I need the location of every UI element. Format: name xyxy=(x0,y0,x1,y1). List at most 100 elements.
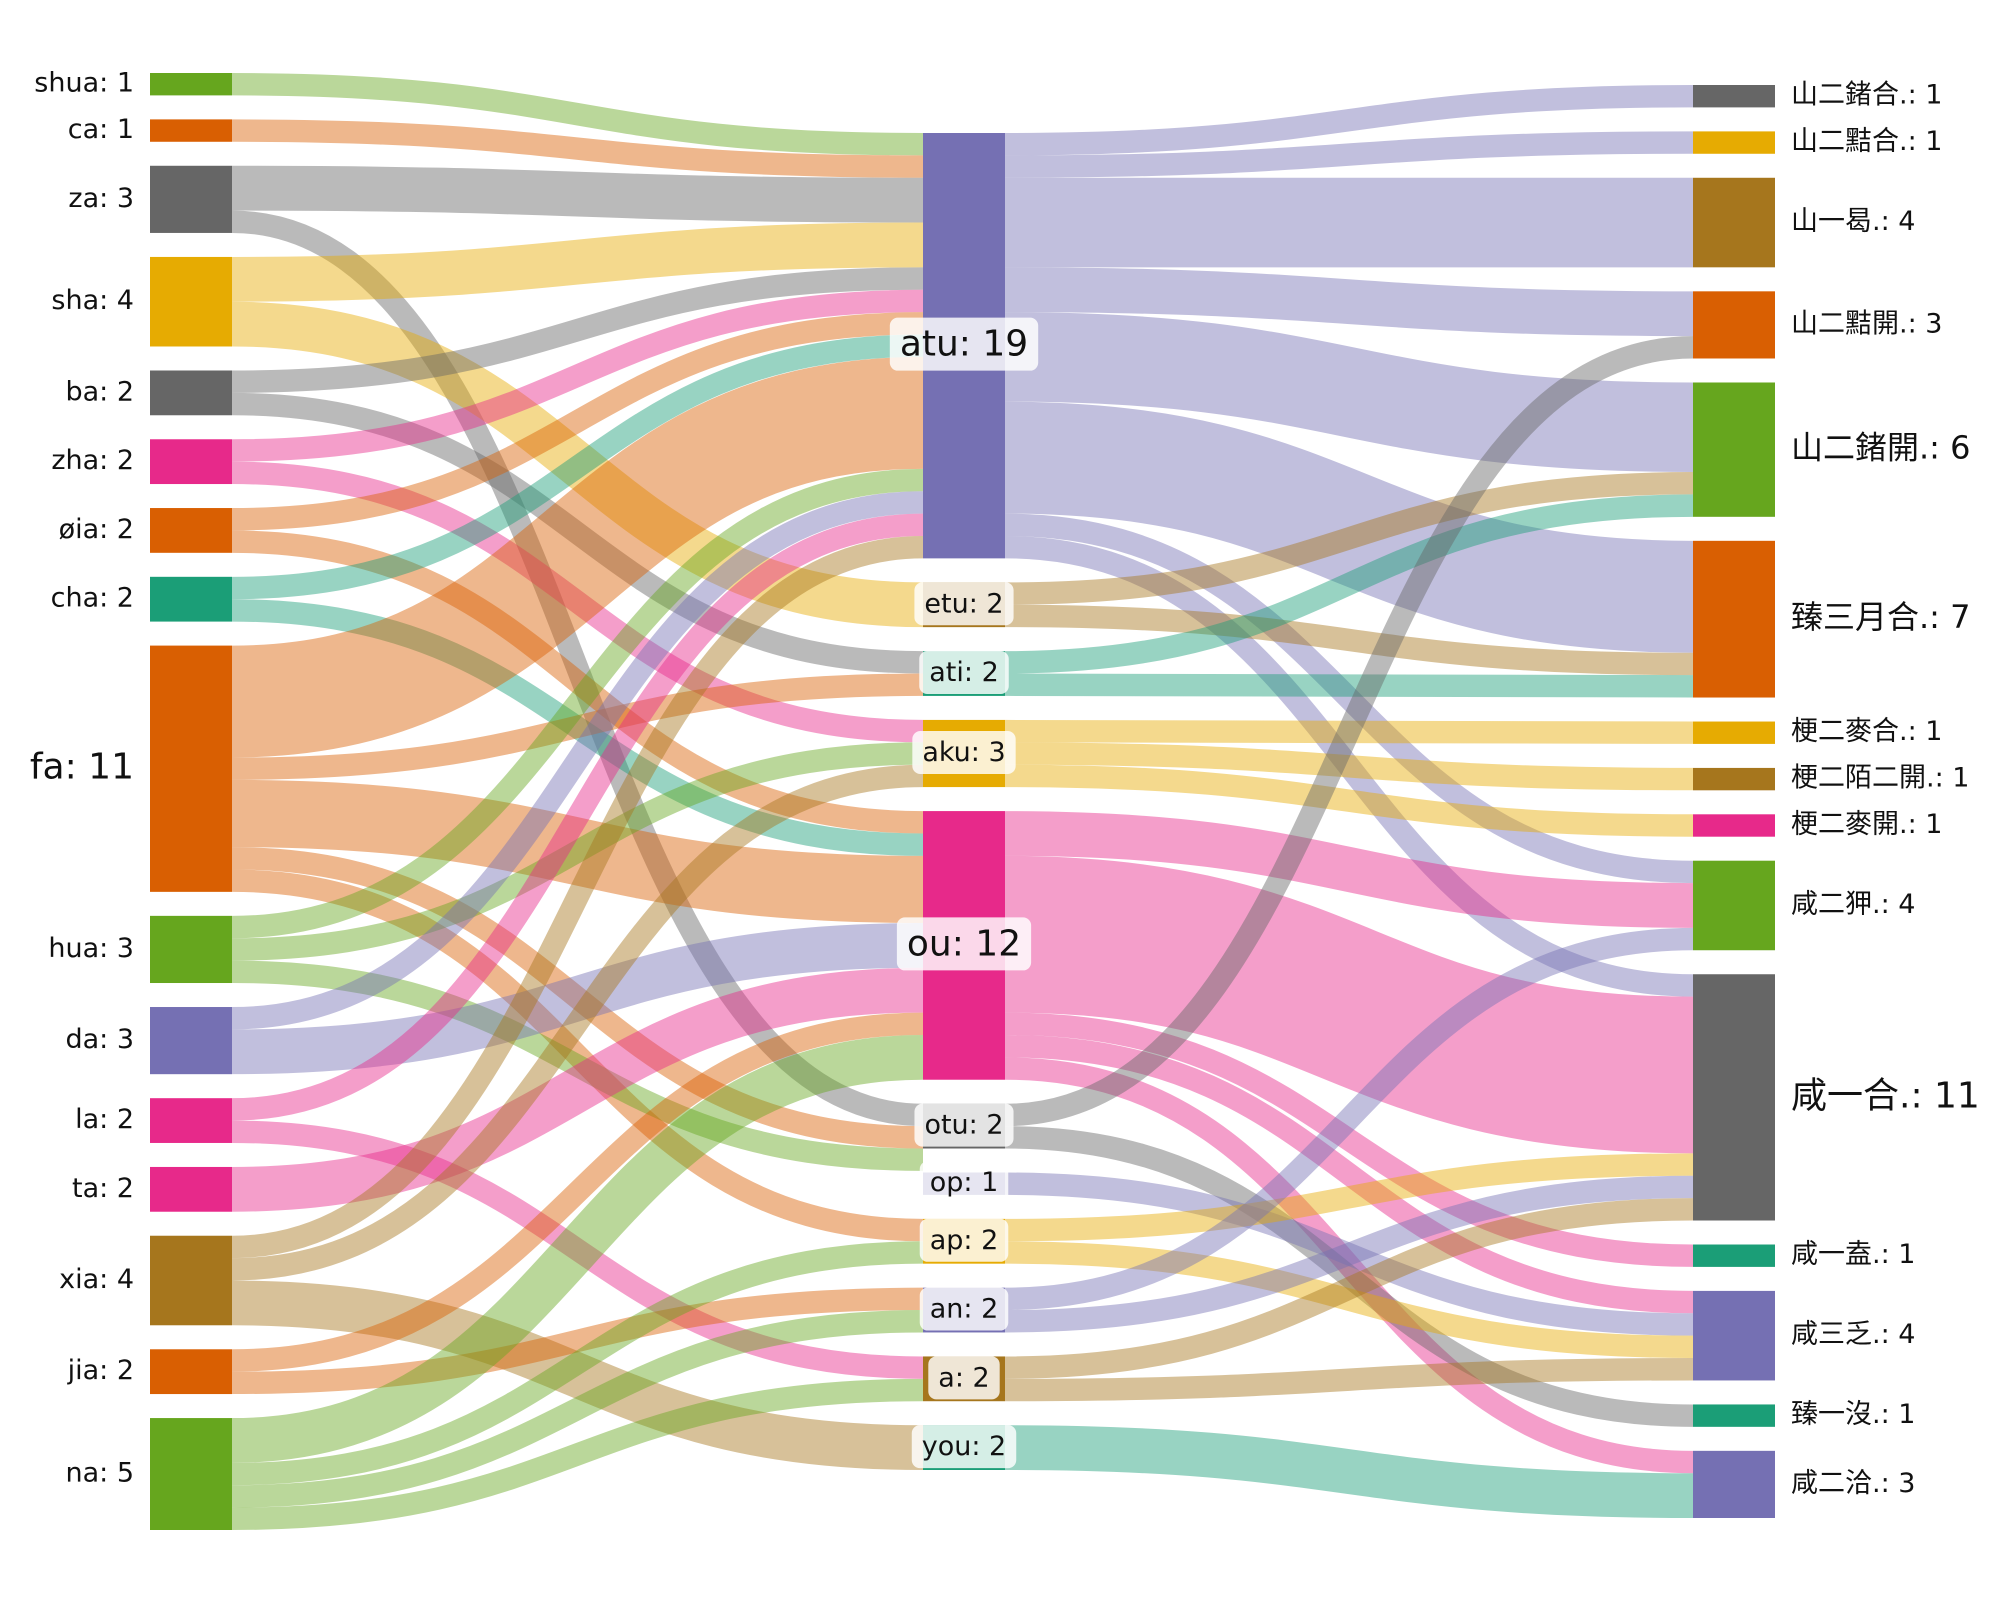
node-t5 xyxy=(1693,382,1775,517)
label-bg-otu xyxy=(914,1103,1014,1147)
link-right-etu-t5 xyxy=(1004,472,1694,605)
link-right-ati-t6 xyxy=(1004,673,1694,698)
link-right-atu-t6 xyxy=(1004,401,1694,653)
node-la xyxy=(150,1098,232,1143)
node-t12 xyxy=(1693,1244,1775,1267)
link-left-oia-atu xyxy=(231,312,924,531)
node-t14 xyxy=(1693,1404,1775,1427)
link-left-na-an xyxy=(231,1310,924,1508)
link-right-ou-t10 xyxy=(1004,811,1694,928)
label-t3: 山一曷.: 4 xyxy=(1791,206,1915,237)
link-left-shua-atu xyxy=(231,73,924,156)
label-t4: 山二黠開.: 3 xyxy=(1791,308,1942,339)
node-t1 xyxy=(1693,85,1775,108)
node-t15 xyxy=(1693,1450,1775,1518)
label-an: an: 2 xyxy=(930,1294,999,1325)
label-ap: ap: 2 xyxy=(930,1225,999,1256)
label-you: you: 2 xyxy=(922,1431,1006,1462)
label-bg-an xyxy=(919,1287,1009,1331)
label-bg-etu xyxy=(914,582,1014,626)
link-right-atu-t4 xyxy=(1004,267,1694,337)
label-za: za: 3 xyxy=(68,183,134,214)
label-cha: cha: 2 xyxy=(51,583,134,614)
node-t6 xyxy=(1693,540,1775,698)
link-right-aku-t7 xyxy=(1004,719,1694,744)
link-left-la-atu xyxy=(231,513,924,1121)
link-left-cha-ou xyxy=(231,599,924,856)
link-right-atu-t5 xyxy=(1004,312,1694,473)
sankey-labels: shua: 1 ca: 1 za: 3 sha: 4 ba: 2 zha: 2 øia: 2… xyxy=(30,68,1980,1499)
label-a: a: 2 xyxy=(938,1362,989,1393)
link-left-xia-atu xyxy=(231,535,924,1259)
link-left-la-a xyxy=(231,1120,924,1379)
label-ati: ati: 2 xyxy=(929,657,999,688)
node-shua xyxy=(150,73,232,96)
link-right-ou-t11 xyxy=(1004,855,1694,1154)
link-right-ou-t12 xyxy=(1004,1012,1694,1267)
node-hua xyxy=(150,915,232,984)
label-t7: 梗二麥合.: 1 xyxy=(1791,716,1942,747)
label-bg-atu xyxy=(889,317,1039,371)
link-left-ta-ou xyxy=(231,967,924,1212)
link-right-ap-t11 xyxy=(1004,1153,1694,1242)
link-left-sha-etu xyxy=(231,301,924,628)
link-right-an-t10 xyxy=(1004,927,1694,1311)
link-left-fa-otu xyxy=(231,847,924,1149)
label-bg-you xyxy=(911,1425,1017,1469)
label-t9: 梗二麥開.: 1 xyxy=(1791,809,1942,840)
link-left-cha-atu xyxy=(231,334,924,600)
label-ca: ca: 1 xyxy=(68,114,134,145)
node-t13 xyxy=(1693,1290,1775,1381)
label-t15: 咸二洽.: 3 xyxy=(1791,1468,1915,1499)
link-right-a-t13 xyxy=(1004,1358,1694,1402)
node-za xyxy=(150,165,232,233)
label-bg-aku xyxy=(912,731,1016,774)
label-t8: 梗二陌二開.: 1 xyxy=(1791,763,1969,794)
label-bg-a xyxy=(928,1356,1000,1400)
node-ca xyxy=(150,119,232,142)
label-t14: 臻一沒.: 1 xyxy=(1791,1399,1915,1430)
node-t10 xyxy=(1693,860,1775,951)
link-left-xia-aku xyxy=(231,764,924,1281)
link-left-xia-you xyxy=(231,1280,924,1470)
link-right-ati-t5 xyxy=(1004,494,1694,674)
node-cha xyxy=(150,576,232,622)
link-right-ap-t13 xyxy=(1004,1241,1694,1359)
node-t4 xyxy=(1693,291,1775,359)
label-ta: ta: 2 xyxy=(72,1173,134,1204)
node-t8 xyxy=(1693,767,1775,791)
link-left-za-atu xyxy=(231,165,924,223)
link-right-atu-t2 xyxy=(1004,131,1694,178)
label-bg-ap xyxy=(919,1218,1009,1262)
sankey-links xyxy=(231,73,1694,1531)
label-op: op: 1 xyxy=(930,1167,999,1198)
link-right-you-t15 xyxy=(1004,1425,1694,1518)
label-na: na: 5 xyxy=(65,1458,134,1489)
node-t9 xyxy=(1693,814,1775,837)
label-etu: etu: 2 xyxy=(924,588,1003,619)
link-right-an-t11 xyxy=(1004,1175,1694,1333)
link-right-a-t11 xyxy=(1004,1198,1694,1379)
label-atu: atu: 19 xyxy=(900,324,1028,365)
node-da xyxy=(150,1007,232,1075)
link-left-zha-aku xyxy=(231,461,924,743)
link-right-aku-t8 xyxy=(1004,742,1694,791)
link-left-fa-atu xyxy=(231,356,924,758)
node-t3 xyxy=(1693,177,1775,268)
node-t7 xyxy=(1693,721,1775,744)
label-bg-ou xyxy=(896,917,1032,971)
label-fa: fa: 11 xyxy=(30,747,134,788)
link-left-hua-otu xyxy=(231,960,924,1171)
link-right-aku-t9 xyxy=(1004,764,1694,837)
link-left-ca-atu xyxy=(231,119,924,178)
node-t11 xyxy=(1693,974,1775,1221)
label-xia: xia: 4 xyxy=(59,1264,134,1295)
label-t1: 山二鍺合.: 1 xyxy=(1791,80,1942,111)
link-right-otu-t4 xyxy=(1004,336,1694,1127)
label-oia: øia: 2 xyxy=(59,514,134,545)
link-left-hua-atu xyxy=(231,468,924,939)
node-oia xyxy=(150,508,232,553)
link-left-da-ou xyxy=(231,923,924,1075)
link-right-ou-t13 xyxy=(1004,1034,1694,1314)
